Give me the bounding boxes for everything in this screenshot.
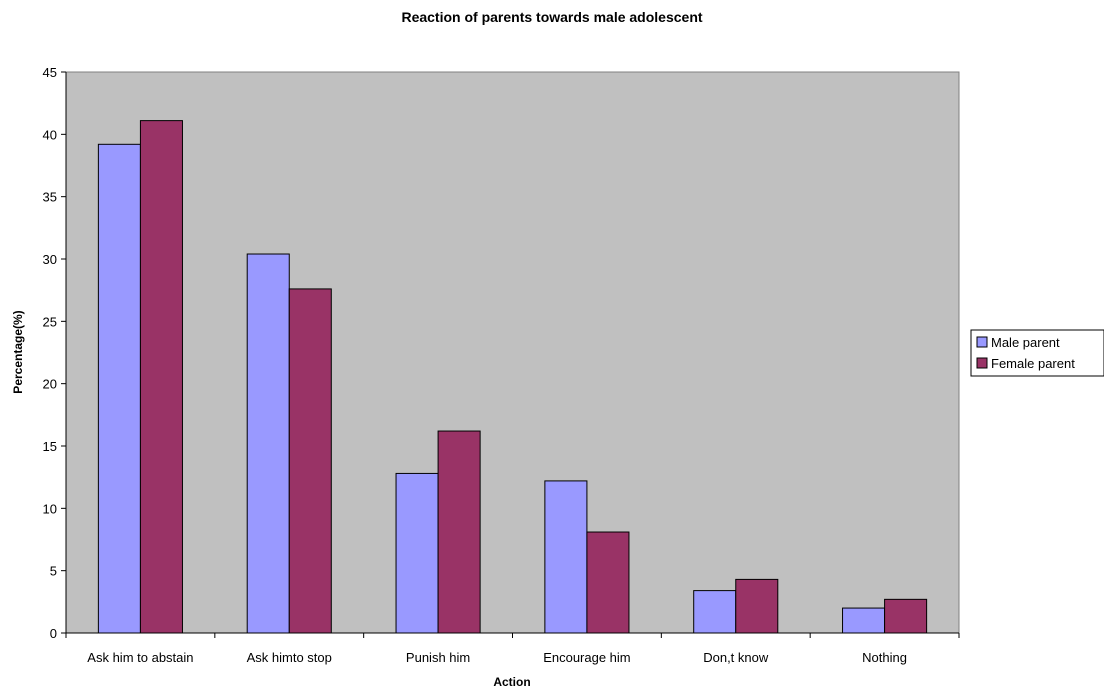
bar-male-parent	[97, 143, 141, 634]
y-tick-label: 20	[43, 377, 57, 392]
bar-female-parent	[884, 598, 928, 634]
legend: Male parent Female parent	[970, 329, 1104, 377]
chart-title: Reaction of parents towards male adolesc…	[401, 9, 702, 25]
x-tick-label: Nothing	[862, 650, 907, 665]
y-tick-label: 15	[43, 439, 57, 454]
bar-male-parent	[395, 472, 439, 634]
x-tick-label: Punish him	[406, 650, 470, 665]
y-tick-label: 25	[43, 314, 57, 329]
x-axis-title: Action	[493, 675, 530, 689]
y-tick-label: 5	[50, 564, 57, 579]
y-tick-label: 35	[43, 190, 57, 205]
bars	[97, 120, 928, 634]
y-axis-title: Percentage(%)	[11, 310, 25, 393]
bar-female-parent	[586, 531, 630, 634]
legend-label-male-parent: Male parent	[991, 335, 1060, 350]
bar-female-parent	[139, 120, 183, 634]
bar-female-parent	[437, 430, 481, 634]
x-axis: Ask him to abstain Ask himto stop Punish h…	[65, 632, 960, 665]
bar-male-parent	[693, 590, 737, 634]
y-tick-label: 30	[43, 252, 57, 267]
y-tick-label: 0	[50, 626, 57, 641]
x-tick-label: Ask himto stop	[247, 650, 332, 665]
legend-swatch-male-parent	[976, 336, 988, 348]
x-tick-label: Ask him to abstain	[87, 650, 193, 665]
x-tick-label: Don,t know	[703, 650, 769, 665]
bar-female-parent	[288, 288, 332, 634]
y-tick-label: 40	[43, 127, 57, 142]
legend-swatch-female-parent	[976, 357, 988, 369]
legend-label-female-parent: Female parent	[991, 356, 1075, 371]
legend-box	[970, 329, 1104, 377]
plot-area	[65, 71, 960, 634]
bar-female-parent	[735, 578, 779, 634]
x-tick-label: Encourage him	[543, 650, 630, 665]
y-tick-label: 45	[43, 65, 57, 80]
y-tick-label: 10	[43, 501, 57, 516]
bar-male-parent	[544, 480, 588, 634]
bar-male-parent	[246, 253, 290, 634]
y-axis: 0 5 10 15 20 25 30 35 40 45	[43, 65, 67, 641]
bar-male-parent	[842, 607, 886, 634]
